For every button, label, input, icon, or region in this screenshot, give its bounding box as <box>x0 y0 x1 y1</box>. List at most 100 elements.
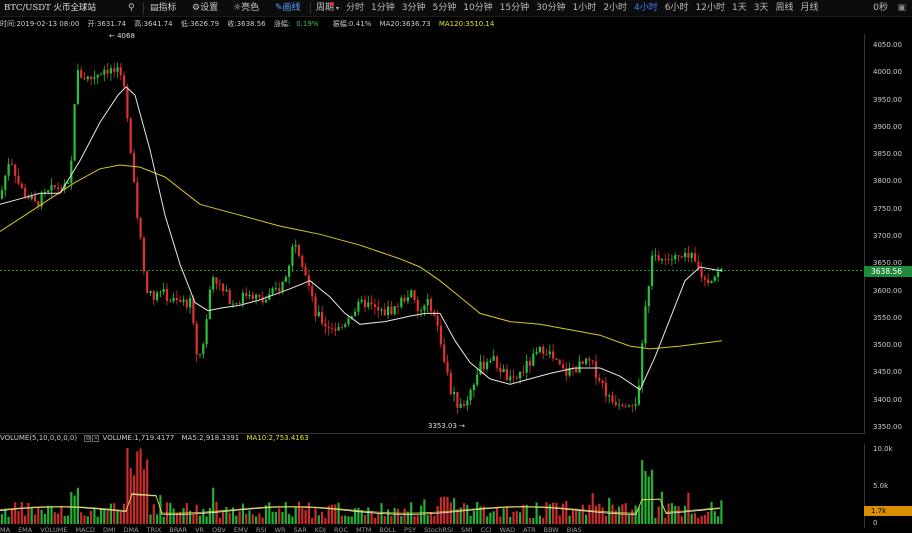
draw-line-button[interactable]: ✎画线 <box>275 0 301 17</box>
volume-bar <box>703 514 706 524</box>
indicator-1[interactable]: EMA <box>18 526 33 533</box>
indicator-25[interactable]: BIAS <box>566 526 582 533</box>
info-change: 涨幅: 0.19% <box>274 20 325 28</box>
period-8[interactable]: 2小时 <box>603 3 628 13</box>
candle-body <box>558 359 561 365</box>
candle-body <box>103 69 106 75</box>
indicator-6[interactable]: TRIX <box>146 526 162 533</box>
volume-bar <box>489 512 492 524</box>
period-2[interactable]: 3分钟 <box>401 3 426 13</box>
period-14[interactable]: 周线 <box>775 3 794 13</box>
indicator-8[interactable]: VR <box>195 526 205 533</box>
indicator-0[interactable]: MA <box>0 526 11 533</box>
period-1[interactable]: 1分钟 <box>371 3 395 13</box>
candle-body <box>37 201 40 207</box>
countdown: 0秒 <box>873 3 888 13</box>
candle-body <box>169 300 172 302</box>
volume-bar <box>241 503 244 524</box>
volume-bar <box>660 491 664 524</box>
candle-body <box>624 405 627 407</box>
candle-body <box>53 185 56 188</box>
camera-icon[interactable]: ▣ <box>897 3 906 13</box>
info-ma20: MA20:3636.73 <box>379 20 431 28</box>
volume-bar <box>439 497 442 524</box>
candle-body <box>261 297 264 303</box>
indicator-11[interactable]: RSI <box>256 526 267 533</box>
settings-button[interactable]: ⚙设置 <box>192 0 218 17</box>
candle-body <box>429 298 433 312</box>
indicator-13[interactable]: SAR <box>293 526 307 533</box>
period-10[interactable]: 6小时 <box>664 3 689 13</box>
indicator-22[interactable]: WAD <box>499 526 516 533</box>
volume-bar <box>387 509 390 524</box>
indicator-23[interactable]: ATR <box>523 526 536 533</box>
candle-body <box>466 400 469 406</box>
indicators-button[interactable]: ▤指标 <box>150 0 177 17</box>
candle-body <box>387 306 390 316</box>
settings-small-icon[interactable]: ⚙ <box>84 435 92 442</box>
price-chart[interactable]: ← 4068 3353.03 → <box>0 0 864 533</box>
indicator-16[interactable]: MTM <box>356 526 372 533</box>
indicator-5[interactable]: DMA <box>123 526 139 533</box>
volume-bar <box>304 510 307 524</box>
indicator-15[interactable]: ROC <box>333 526 349 533</box>
candle-body <box>123 75 126 87</box>
volume-bar <box>585 514 588 524</box>
candle-body <box>519 372 522 379</box>
indicator-24[interactable]: BBW <box>543 526 559 533</box>
candle-body <box>132 152 136 183</box>
price-tick: 3600.00 <box>873 286 902 295</box>
indicator-12[interactable]: WR <box>274 526 286 533</box>
indicator-17[interactable]: BOLL <box>379 526 397 533</box>
candle-body <box>410 290 413 298</box>
candle-body <box>33 196 37 202</box>
search-icon[interactable]: ⚲ <box>128 3 135 13</box>
candle-body <box>66 183 70 184</box>
period-4[interactable]: 10分钟 <box>463 3 493 13</box>
volume-bar <box>321 511 324 524</box>
indicator-19[interactable]: StochRSI <box>424 526 453 533</box>
close-icon[interactable]: × <box>92 435 100 442</box>
color-theme-button[interactable]: ☼亮色 <box>233 0 259 17</box>
volume-bar <box>416 515 419 524</box>
volume-bar <box>255 516 258 524</box>
price-axis[interactable]: 4050.00 4000.00 3950.00 3900.00 3850.00 3800.… <box>864 34 912 434</box>
period-9[interactable]: 4小时 <box>634 3 658 13</box>
period-6[interactable]: 30分钟 <box>536 3 566 13</box>
volume-bar <box>479 506 482 524</box>
period-11[interactable]: 12小时 <box>695 3 725 13</box>
volume-bar <box>189 510 192 524</box>
volume-bar <box>618 506 621 524</box>
indicator-3[interactable]: MACD <box>75 526 95 533</box>
volume-bar <box>413 516 416 524</box>
period-15[interactable]: 月线 <box>800 3 819 13</box>
period-12[interactable]: 1天 <box>731 3 747 13</box>
candle-body <box>297 245 301 256</box>
period-13[interactable]: 3天 <box>753 3 769 13</box>
indicator-9[interactable]: OBV <box>212 526 226 533</box>
settings-label: 设置 <box>200 3 219 13</box>
period-5[interactable]: 15分钟 <box>499 3 530 13</box>
indicator-20[interactable]: SMI <box>460 526 473 533</box>
indicator-18[interactable]: PSY <box>404 526 417 533</box>
candle-body <box>367 302 370 307</box>
indicator-4[interactable]: DMI <box>102 526 116 533</box>
period-menu[interactable]: 周期 ▾ <box>316 0 339 17</box>
candle-body <box>27 196 30 199</box>
volume-bar <box>334 504 337 524</box>
volume-bar <box>218 517 221 524</box>
candle-body <box>4 175 7 191</box>
volume-bar <box>288 514 291 524</box>
indicator-14[interactable]: KDJ <box>314 526 326 533</box>
indicator-2[interactable]: VOLUME <box>40 526 68 533</box>
period-7[interactable]: 1小时 <box>572 3 597 13</box>
period-0[interactable]: 分时 <box>346 3 365 13</box>
indicator-21[interactable]: CCI <box>480 526 492 533</box>
volume-bar <box>208 507 211 524</box>
period-3[interactable]: 5分钟 <box>432 3 457 13</box>
indicator-10[interactable]: EMV <box>233 526 249 533</box>
candle-body <box>350 315 353 319</box>
indicator-7[interactable]: BRAR <box>169 526 188 533</box>
volume-bar <box>314 508 317 524</box>
volume-bar <box>657 506 660 524</box>
